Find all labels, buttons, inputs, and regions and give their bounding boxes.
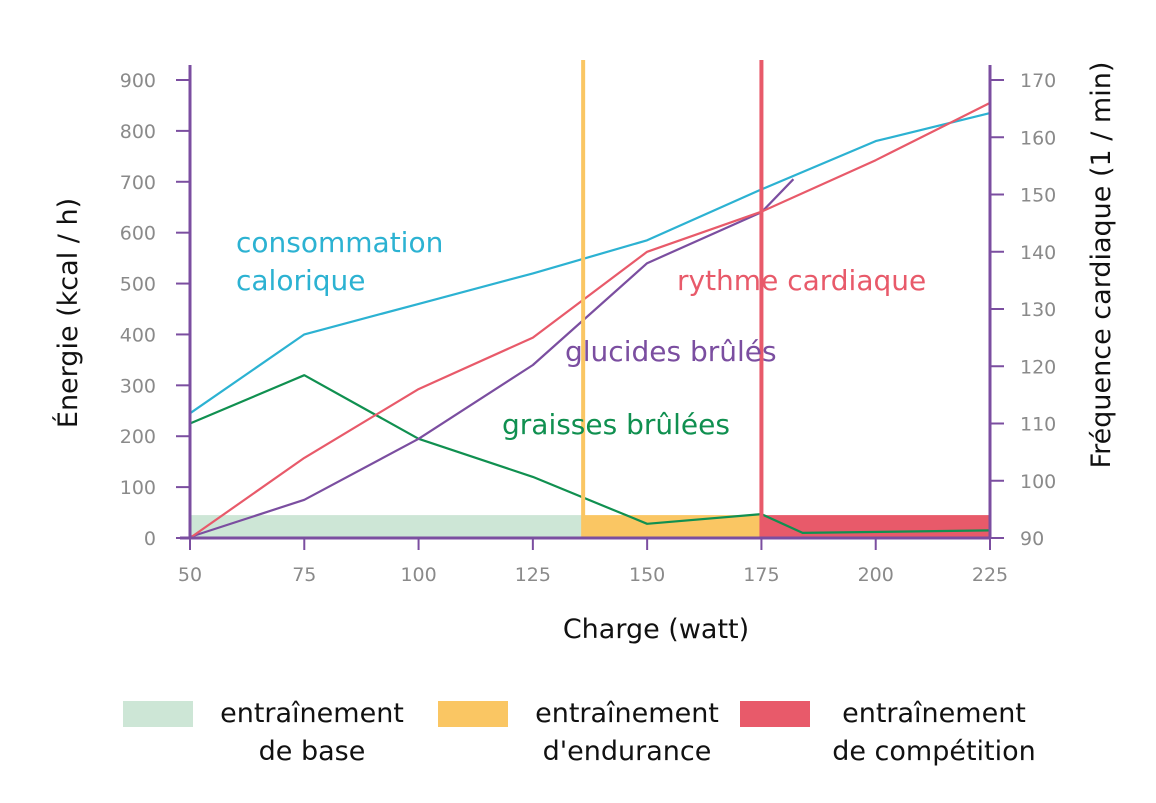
- series-line-graisses-brulees: [189, 374, 991, 535]
- y-left-tick-label-700: 700: [120, 172, 156, 194]
- y-left-tick-label-900: 900: [120, 70, 156, 92]
- y-left-tick-label-200: 200: [120, 426, 156, 448]
- annotation-rythme-cardiaque: rythme cardiaque: [677, 264, 926, 297]
- legend-label-competition-line1: entraînement: [842, 698, 1026, 729]
- threshold-lines: [581, 60, 764, 538]
- legend-swatch-base: [123, 701, 193, 727]
- y-axis-right-title: Fréquence cardiaque (1 / min): [1086, 62, 1117, 469]
- annotation-consommation-line2: calorique: [236, 264, 366, 297]
- legend-label-endurance-line2: d'endurance: [542, 736, 712, 767]
- axes: 0 100 200 300 400 500 600 700 800 900 90 100 110 120 1…: [120, 65, 1056, 586]
- legend-label-competition: entraînement de compétition: [814, 695, 1054, 771]
- series-line-consommation-calorique: [189, 112, 991, 415]
- zone-band-0: [190, 515, 584, 538]
- training-zones: [190, 515, 990, 538]
- y-axis-left-title: Énergie (kcal / h): [52, 198, 84, 428]
- y-left-tick-label-0: 0: [144, 528, 156, 550]
- x-tick-label-200: 200: [858, 564, 894, 586]
- legend-label-base-line1: entraînement: [220, 698, 404, 729]
- series-line-rythme-cardiaque: [189, 101, 991, 539]
- legend-label-endurance: entraînement d'endurance: [512, 695, 742, 771]
- legend-label-base-line2: de base: [258, 736, 366, 767]
- legend-label-endurance-line1: entraînement: [535, 698, 719, 729]
- x-tick-label-225: 225: [972, 564, 1008, 586]
- legend-label-competition-line2: de compétition: [832, 736, 1036, 767]
- y-right-tick-label-160: 160: [1020, 127, 1056, 149]
- y-right-tick-label-90: 90: [1020, 528, 1044, 550]
- x-tick-label-100: 100: [400, 564, 436, 586]
- y-right-tick-label-170: 170: [1020, 70, 1056, 92]
- y-right-tick-label-150: 150: [1020, 185, 1056, 207]
- y-left-tick-label-500: 500: [120, 274, 156, 296]
- y-left-tick-label-300: 300: [120, 375, 156, 397]
- legend-label-base: entraînement de base: [197, 695, 427, 771]
- legend-swatch-endurance: [438, 701, 508, 727]
- legend-swatch-competition: [740, 701, 810, 727]
- x-tick-label-125: 125: [515, 564, 551, 586]
- series-lines: [189, 101, 991, 539]
- y-right-tick-label-140: 140: [1020, 242, 1056, 264]
- zone-band-1: [583, 515, 762, 538]
- x-tick-label-150: 150: [629, 564, 665, 586]
- annotation-graisses-brulees: graisses brûlées: [502, 408, 730, 441]
- y-right-tick-label-120: 120: [1020, 356, 1056, 378]
- y-right-tick-label-110: 110: [1020, 414, 1056, 436]
- y-left-tick-label-100: 100: [120, 477, 156, 499]
- x-tick-label-175: 175: [743, 564, 779, 586]
- y-left-tick-label-800: 800: [120, 121, 156, 143]
- y-right-tick-label-100: 100: [1020, 471, 1056, 493]
- x-tick-label-75: 75: [292, 564, 316, 586]
- annotation-glucides-brules: glucides brûlés: [565, 335, 777, 368]
- zone-band-2: [761, 515, 990, 538]
- chart: 0 100 200 300 400 500 600 700 800 900 90 100 110 120 1…: [52, 60, 1117, 645]
- y-right-tick-label-130: 130: [1020, 299, 1056, 321]
- legend: entraînement de base entraînement d'endu…: [0, 695, 1156, 795]
- annotation-consommation-line1: consommation: [236, 226, 443, 259]
- x-tick-label-50: 50: [178, 564, 202, 586]
- y-left-tick-label-600: 600: [120, 223, 156, 245]
- x-axis-title: Charge (watt): [563, 614, 749, 645]
- y-left-tick-label-400: 400: [120, 324, 156, 346]
